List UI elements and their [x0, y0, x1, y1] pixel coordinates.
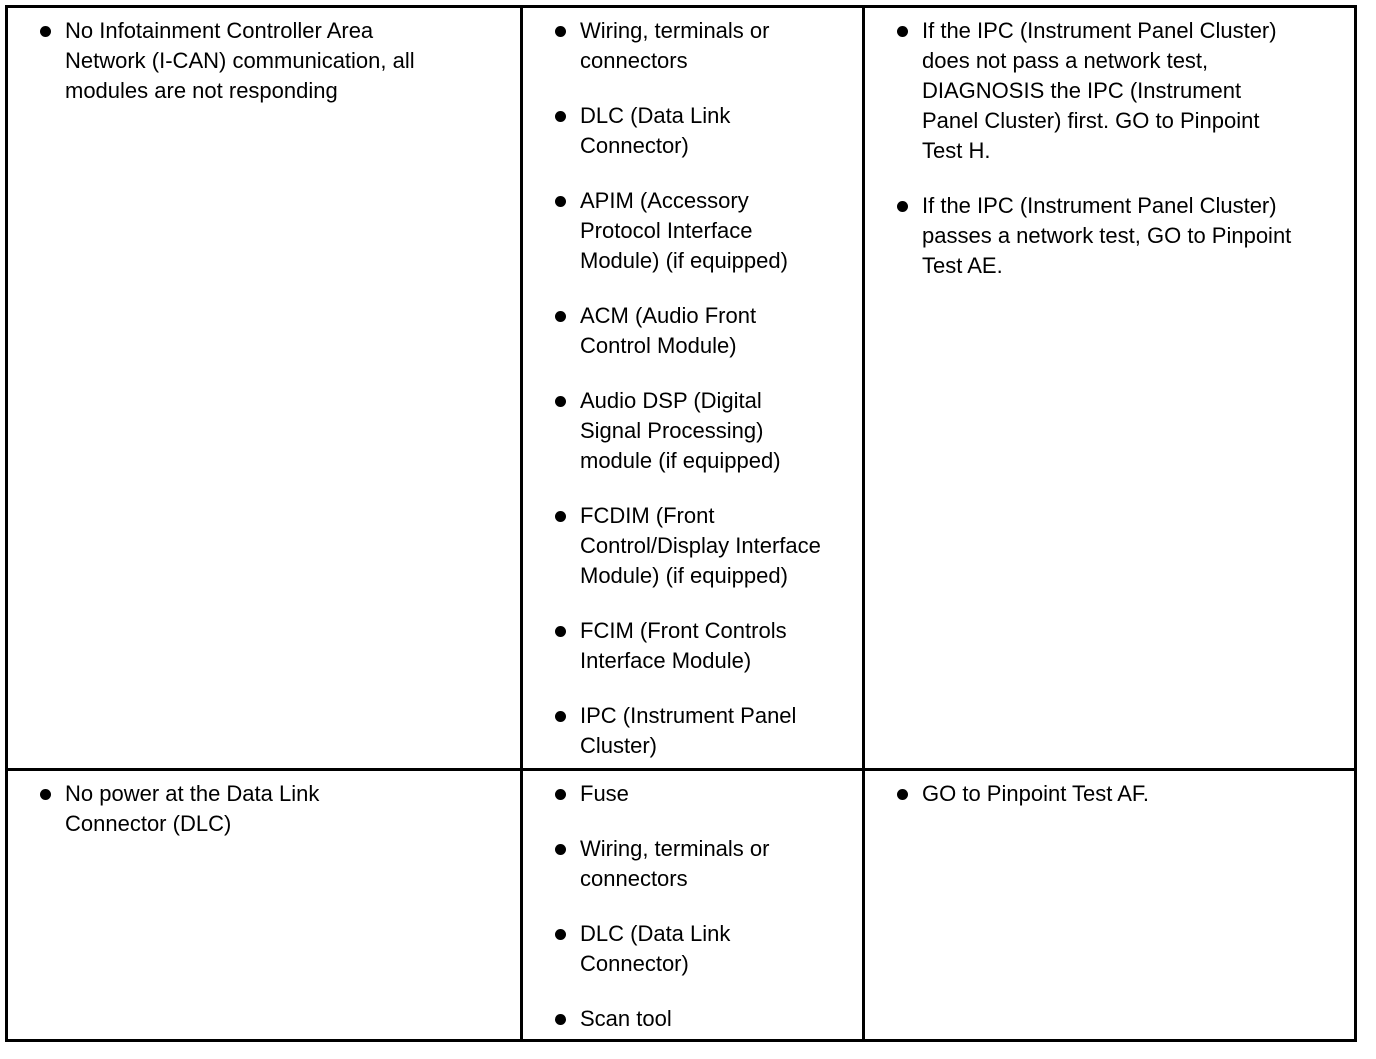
- bullet-icon: [555, 26, 566, 37]
- row-1-condition: No Infotainment Controller Area Network (…: [40, 16, 415, 131]
- bullet-item: Wiring, terminals or connectors: [555, 834, 770, 894]
- bullet-text-line: Signal Processing): [580, 418, 764, 443]
- bullet-text-line: Module) (if equipped): [580, 248, 788, 273]
- bullet-icon: [40, 789, 51, 800]
- bullet-item: ACM (Audio Front Control Module): [555, 301, 821, 361]
- bullet-icon: [897, 789, 908, 800]
- bullet-icon: [555, 396, 566, 407]
- bullet-item: DLC (Data Link Connector): [555, 101, 821, 161]
- bullet-icon: [897, 201, 908, 212]
- bullet-text-line: No Infotainment Controller Area: [65, 18, 374, 43]
- bullet-text-line: DLC (Data Link: [580, 103, 731, 128]
- row-1-actions: If the IPC (Instrument Panel Cluster) doe…: [897, 16, 1292, 306]
- bullet-text-line: Connector): [580, 133, 689, 158]
- bullet-text-line: Wiring, terminals or: [580, 18, 770, 43]
- bullet-text-line: Audio DSP (Digital: [580, 388, 762, 413]
- bullet-icon: [555, 844, 566, 855]
- bullet-text-line: GO to Pinpoint Test AF.: [922, 781, 1150, 806]
- bullet-text-line: DLC (Data Link: [580, 921, 731, 946]
- bullet-item: If the IPC (Instrument Panel Cluster) doe…: [897, 16, 1291, 166]
- bullet-text-line: APIM (Accessory: [580, 188, 749, 213]
- bullet-text-line: Fuse: [580, 781, 629, 806]
- bullet-text-line: If the IPC (Instrument Panel Cluster): [922, 193, 1277, 218]
- bullet-icon: [555, 1014, 566, 1025]
- bullet-text-line: module (if equipped): [580, 448, 781, 473]
- bullet-item: APIM (Accessory Protocol Interface Module)…: [555, 186, 821, 276]
- bullet-text-line: Scan tool: [580, 1006, 672, 1031]
- bullet-item: No power at the Data Link Connector (DLC): [40, 779, 320, 839]
- bullet-text-line: Connector (DLC): [65, 811, 232, 836]
- bullet-text-line: FCDIM (Front: [580, 503, 715, 528]
- bullet-item: If the IPC (Instrument Panel Cluster) pas…: [897, 191, 1292, 281]
- row-2-possible-sources: Fuse Wiring, terminals or connectors DLC (D…: [555, 779, 770, 1059]
- bullet-item: GO to Pinpoint Test AF.: [897, 779, 1150, 809]
- bullet-icon: [555, 626, 566, 637]
- column-divider: [520, 5, 523, 1042]
- bullet-item: FCDIM (Front Control/Display Interface Mod…: [555, 501, 821, 591]
- diagnostic-table: [5, 5, 1357, 1042]
- bullet-text-line: connectors: [580, 48, 688, 73]
- bullet-text-line: FCIM (Front Controls: [580, 618, 787, 643]
- bullet-icon: [555, 111, 566, 122]
- bullet-item: IPC (Instrument Panel Cluster): [555, 701, 821, 761]
- bullet-item: DLC (Data Link Connector): [555, 919, 769, 979]
- bullet-text-line: Wiring, terminals or: [580, 836, 770, 861]
- bullet-text-line: Interface Module): [580, 648, 752, 673]
- bullet-icon: [555, 196, 566, 207]
- bullet-text-line: Test AE.: [922, 253, 1003, 278]
- bullet-icon: [555, 311, 566, 322]
- bullet-text-line: does not pass a network test,: [922, 48, 1209, 73]
- bullet-text-line: If the IPC (Instrument Panel Cluster): [922, 18, 1277, 43]
- bullet-text-line: No power at the Data Link: [65, 781, 320, 806]
- row-1-possible-sources: Wiring, terminals or connectors DLC (Data …: [555, 16, 821, 786]
- bullet-text-line: Control/Display Interface: [580, 533, 821, 558]
- bullet-text-line: DIAGNOSIS the IPC (Instrument: [922, 78, 1242, 103]
- bullet-icon: [555, 789, 566, 800]
- bullet-text-line: Network (I-CAN) communication, all: [65, 48, 415, 73]
- bullet-icon: [555, 511, 566, 522]
- bullet-text-line: Module) (if equipped): [580, 563, 788, 588]
- bullet-text-line: ACM (Audio Front: [580, 303, 757, 328]
- bullet-icon: [555, 711, 566, 722]
- bullet-icon: [555, 929, 566, 940]
- bullet-item: Scan tool: [555, 1004, 769, 1034]
- row-divider: [5, 768, 1357, 771]
- bullet-text-line: modules are not responding: [65, 78, 338, 103]
- bullet-text-line: IPC (Instrument Panel: [580, 703, 797, 728]
- bullet-text-line: Connector): [580, 951, 689, 976]
- bullet-text-line: Test H.: [922, 138, 991, 163]
- bullet-icon: [40, 26, 51, 37]
- bullet-icon: [897, 26, 908, 37]
- bullet-item: FCIM (Front Controls Interface Module): [555, 616, 821, 676]
- column-divider: [862, 5, 865, 1042]
- bullet-text-line: Protocol Interface: [580, 218, 753, 243]
- bullet-item: Wiring, terminals or connectors: [555, 16, 821, 76]
- bullet-text-line: connectors: [580, 866, 688, 891]
- bullet-item: No Infotainment Controller Area Network (…: [40, 16, 415, 106]
- bullet-item: Audio DSP (Digital Signal Processing) modu…: [555, 386, 821, 476]
- bullet-text-line: passes a network test, GO to Pinpoint: [922, 223, 1292, 248]
- bullet-item: Fuse: [555, 779, 769, 809]
- bullet-text-line: Control Module): [580, 333, 737, 358]
- row-2-condition: No power at the Data Link Connector (DLC): [40, 779, 320, 864]
- bullet-text-line: Cluster): [580, 733, 658, 758]
- bullet-text-line: Panel Cluster) first. GO to Pinpoint: [922, 108, 1260, 133]
- row-2-actions: GO to Pinpoint Test AF.: [897, 779, 1150, 834]
